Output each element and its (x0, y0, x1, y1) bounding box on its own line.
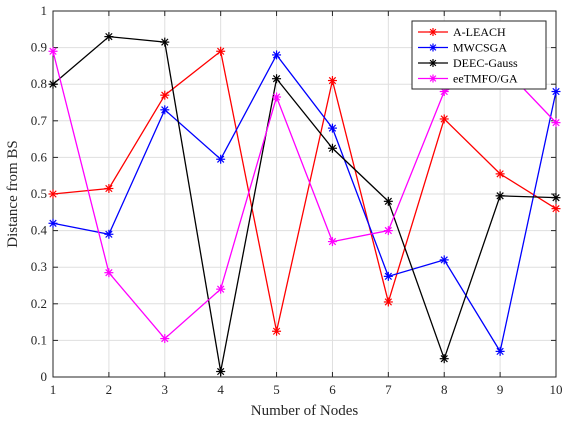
data-point (216, 367, 226, 377)
x-tick-label: 10 (550, 382, 563, 397)
data-point (439, 114, 449, 124)
x-tick-label: 9 (497, 382, 504, 397)
x-tick-label: 2 (106, 382, 113, 397)
x-tick-label: 5 (273, 382, 280, 397)
x-tick-label: 4 (217, 382, 224, 397)
data-point (160, 37, 170, 47)
x-tick-label: 6 (329, 382, 336, 397)
data-point (104, 229, 114, 239)
data-point (160, 105, 170, 115)
series-a-leach (48, 46, 561, 336)
legend-item: MWCSGA (418, 41, 507, 55)
data-point (104, 184, 114, 194)
legend-item: eeTMFO/GA (418, 72, 518, 86)
y-tick-label: 0.2 (31, 296, 47, 311)
data-point (495, 191, 505, 201)
data-point (383, 271, 393, 281)
series-line (52, 53, 557, 354)
legend-label: eeTMFO/GA (453, 72, 518, 86)
axis-ticks: 0 0.1 0.2 0.3 0.4 0.5 0.6 0.7 0.8 0.9 1 1 2 3 4 5 6 7 8 9 10 (31, 3, 563, 397)
data-point (327, 143, 337, 153)
data-point (429, 28, 437, 36)
data-point (429, 74, 437, 83)
series-mwcsga (48, 50, 561, 356)
data-point (272, 92, 282, 102)
data-point (160, 334, 170, 344)
x-tick-label: 7 (385, 382, 392, 397)
series-deec-gauss (48, 32, 561, 377)
data-point (216, 284, 226, 294)
data-point (327, 123, 337, 133)
y-tick-label: 0.1 (31, 332, 47, 347)
data-point (327, 76, 337, 86)
y-tick-label: 1 (41, 3, 48, 18)
data-point (216, 154, 226, 164)
data-point (48, 79, 58, 89)
legend-label: MWCSGA (453, 41, 507, 55)
data-point (48, 189, 58, 199)
x-tick-label: 1 (50, 382, 57, 397)
data-point (383, 196, 393, 206)
data-point (104, 32, 114, 42)
data-point (383, 226, 393, 236)
legend-item: A-LEACH (418, 25, 506, 39)
y-tick-label: 0.4 (31, 223, 48, 238)
data-point (551, 193, 561, 203)
x-tick-label: 3 (162, 382, 169, 397)
data-point (439, 354, 449, 364)
y-tick-label: 0.7 (31, 113, 48, 128)
y-tick-label: 0.5 (31, 186, 47, 201)
x-axis-title: Number of Nodes (251, 403, 359, 419)
data-point (216, 46, 226, 56)
y-tick-label: 0 (41, 369, 48, 384)
data-point (383, 297, 393, 307)
data-point (551, 204, 561, 214)
data-point (104, 268, 114, 278)
y-tick-label: 0.9 (31, 40, 47, 55)
data-point (160, 90, 170, 100)
legend-label: A-LEACH (453, 25, 506, 39)
data-point (48, 218, 58, 228)
y-axis-title: Distance from BS (5, 140, 21, 247)
data-point (495, 169, 505, 179)
data-point (429, 43, 437, 52)
series-line (52, 50, 557, 332)
data-point (551, 118, 561, 128)
data-point (327, 237, 337, 247)
series-line (52, 51, 557, 340)
data-point (551, 87, 561, 97)
data-point (272, 50, 282, 60)
data-point (439, 255, 449, 265)
y-tick-label: 0.3 (31, 259, 47, 274)
legend-item: DEEC-Gauss (418, 56, 518, 70)
data-point (429, 59, 437, 67)
data-point (48, 46, 58, 56)
x-tick-label: 8 (441, 382, 448, 397)
y-tick-label: 0.8 (31, 76, 47, 91)
series-layer (48, 32, 561, 377)
series-line (52, 35, 557, 372)
legend-label: DEEC-Gauss (453, 56, 518, 70)
data-point (495, 346, 505, 356)
data-point (272, 326, 282, 336)
data-point (272, 74, 282, 84)
y-tick-label: 0.6 (31, 149, 48, 164)
